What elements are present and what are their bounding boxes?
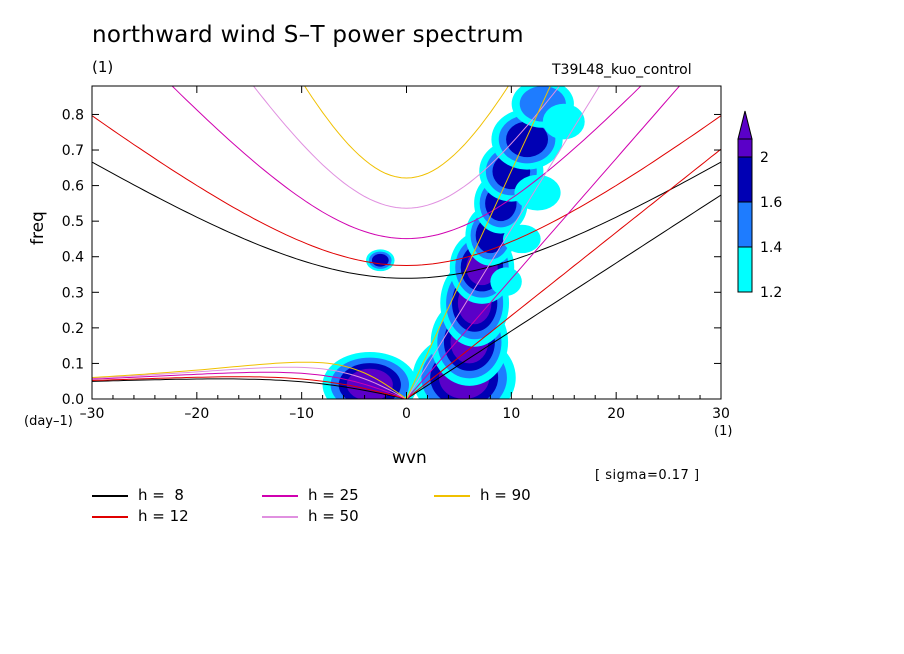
legend-swatch — [434, 495, 470, 497]
gravity-curve-h90 — [304, 86, 509, 179]
colorbar-segment-2 — [737, 156, 753, 203]
legend-label: h = 8 — [138, 486, 184, 504]
plot-frame — [91, 85, 722, 400]
axis-ticks: –30 –20 –10 0 10 20 30 0.0 0.1 0.2 0.3 0.4 0.5 0.6 0.7… — [62, 86, 730, 422]
colorbar-segment-1 — [737, 201, 753, 248]
kelvin-curve-h50 — [406, 86, 601, 399]
gravity-curve-h25 — [171, 86, 642, 240]
y-tick-label: 0.0 — [62, 392, 84, 408]
chart-subtitle-units: (1) — [92, 58, 114, 76]
y-tick-label: 0.7 — [62, 143, 84, 159]
rossby-curve-h50 — [92, 366, 407, 399]
gravity-curve-h50 — [252, 86, 561, 209]
legend-label: h = 90 — [480, 486, 531, 504]
legend-label: h = 50 — [308, 507, 359, 525]
kelvin-curve-h8 — [406, 194, 721, 399]
x-tick-label: –30 — [80, 406, 105, 422]
kelvin-curve-h12 — [406, 148, 721, 399]
rossby-curve-h25 — [92, 371, 407, 399]
x-tick-label: –10 — [289, 406, 314, 422]
colorbar-label: 2 — [760, 150, 769, 166]
spectral-blob-12-level-0 — [514, 174, 561, 211]
legend-swatch — [262, 495, 298, 497]
dispersion-curves — [92, 86, 721, 399]
x-tick-label: 0 — [402, 406, 411, 422]
x-tick-label: 10 — [502, 406, 520, 422]
spectral-contours — [322, 86, 585, 399]
spectral-blob-14-level-0 — [490, 267, 522, 296]
x-tick-label: –20 — [184, 406, 209, 422]
legend-swatch — [92, 495, 128, 497]
colorbar: 1.2 1.4 1.6 2 — [737, 110, 782, 301]
x-tick-label: 30 — [712, 406, 730, 422]
colorbar-arrow — [737, 110, 753, 140]
kelvin-curve-h25 — [406, 86, 681, 399]
x-axis-label: wvn — [392, 448, 427, 468]
x-tick-label: 20 — [607, 406, 625, 422]
colorbar-label: 1.2 — [760, 285, 782, 301]
legend-swatch — [92, 516, 128, 518]
gravity-curve-h8 — [92, 161, 721, 279]
chart-subtitle-experiment: T39L48_kuo_control — [552, 62, 692, 78]
rossby-curve-h12 — [92, 376, 407, 399]
colorbar-segment-top — [737, 138, 753, 158]
y-tick-label: 0.8 — [62, 107, 84, 123]
y-tick-label: 0.1 — [62, 356, 84, 372]
y-axis-unit: (day–1) — [24, 414, 73, 429]
legend-label: h = 12 — [138, 507, 189, 525]
spectral-blob-11-level-0 — [542, 103, 585, 140]
y-tick-label: 0.6 — [62, 179, 84, 195]
y-tick-label: 0.3 — [62, 285, 84, 301]
y-tick-label: 0.5 — [62, 214, 84, 230]
y-tick-label: 0.2 — [62, 321, 84, 337]
legend-label: h = 25 — [308, 486, 359, 504]
chart-title: northward wind S–T power spectrum — [92, 22, 524, 48]
legend-swatch — [262, 516, 298, 518]
y-tick-label: 0.4 — [62, 250, 84, 266]
sigma-note: [ sigma=0.17 ] — [595, 468, 700, 483]
gravity-curve-h12 — [92, 115, 721, 267]
colorbar-label: 1.4 — [760, 240, 782, 256]
kelvin-curve-h90 — [406, 86, 551, 399]
colorbar-segment-0 — [737, 246, 753, 293]
spectral-blob-7-level-2 — [506, 121, 549, 158]
colorbar-label: 1.6 — [760, 195, 782, 211]
x-axis-unit: (1) — [714, 424, 733, 439]
spectral-blob-13-level-0 — [502, 224, 541, 254]
rossby-curve-h8 — [92, 378, 407, 399]
rossby-curve-h90 — [92, 361, 407, 399]
